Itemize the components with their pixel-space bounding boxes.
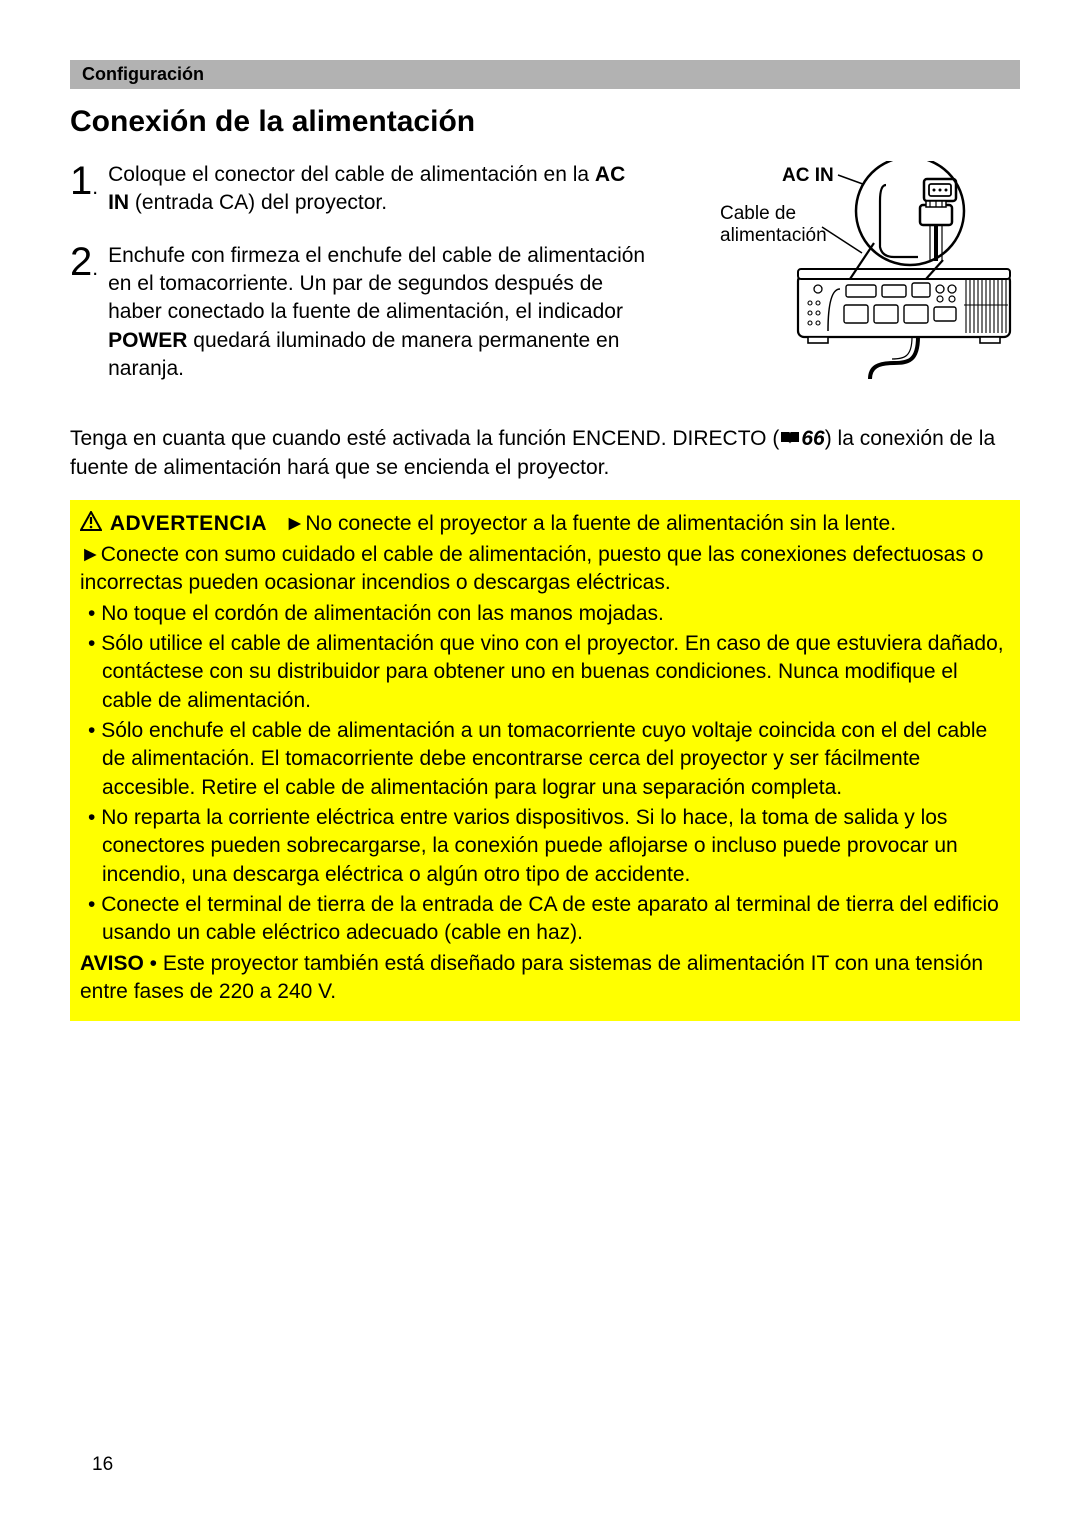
step-number: 1.: [70, 161, 98, 218]
step-number: 2.: [70, 242, 98, 384]
warning-line-1: ADVERTENCIA ►No conecte el proyector a l…: [80, 510, 1010, 539]
warning-triangle-icon: [80, 511, 102, 539]
steps-column: 1. Coloque el conector del cable de alim…: [70, 161, 650, 407]
aviso-line: AVISO • Este proyector también está dise…: [80, 950, 1010, 1007]
warning-bullet: Sólo enchufe el cable de alimentación a …: [80, 717, 1010, 802]
step-1: 1. Coloque el conector del cable de alim…: [70, 161, 650, 218]
warning-bullet: No toque el cordón de alimentación con l…: [80, 600, 1010, 628]
diagram-column: AC IN Cable dealimentación: [670, 161, 1020, 407]
projector-diagram-icon: [670, 161, 1020, 391]
page-container: Configuración Conexión de la alimentació…: [0, 0, 1080, 1081]
content-row: 1. Coloque el conector del cable de alim…: [70, 161, 1020, 407]
advertencia-label: ADVERTENCIA: [110, 512, 267, 535]
arrow-icon: ►: [285, 510, 306, 538]
warning-bullets: No toque el cordón de alimentación con l…: [80, 600, 1010, 948]
page-title: Conexión de la alimentación: [70, 105, 1020, 139]
step-2: 2. Enchufe con firmeza el enchufe del ca…: [70, 242, 650, 384]
warning-bullet: Sólo utilice el cable de alimentación qu…: [80, 630, 1010, 715]
page-number: 16: [92, 1454, 113, 1476]
section-header-bar: Configuración: [70, 60, 1020, 89]
step-text: Enchufe con firmeza el enchufe del cable…: [108, 242, 650, 384]
warning-line-2: ►Conecte con sumo cuidado el cable de al…: [80, 541, 1010, 598]
step-text: Coloque el conector del cable de aliment…: [108, 161, 650, 218]
warning-box: ADVERTENCIA ►No conecte el proyector a l…: [70, 500, 1020, 1020]
aviso-label: AVISO: [80, 952, 144, 975]
warning-bullet: Conecte el terminal de tierra de la entr…: [80, 891, 1010, 948]
arrow-icon: ►: [80, 541, 101, 569]
section-header-text: Configuración: [82, 64, 204, 84]
warning-bullet: No reparta la corriente eléctrica entre …: [80, 804, 1010, 889]
book-icon: [779, 426, 801, 454]
note-paragraph: Tenga en cuanta que cuando esté activada…: [70, 425, 1020, 482]
